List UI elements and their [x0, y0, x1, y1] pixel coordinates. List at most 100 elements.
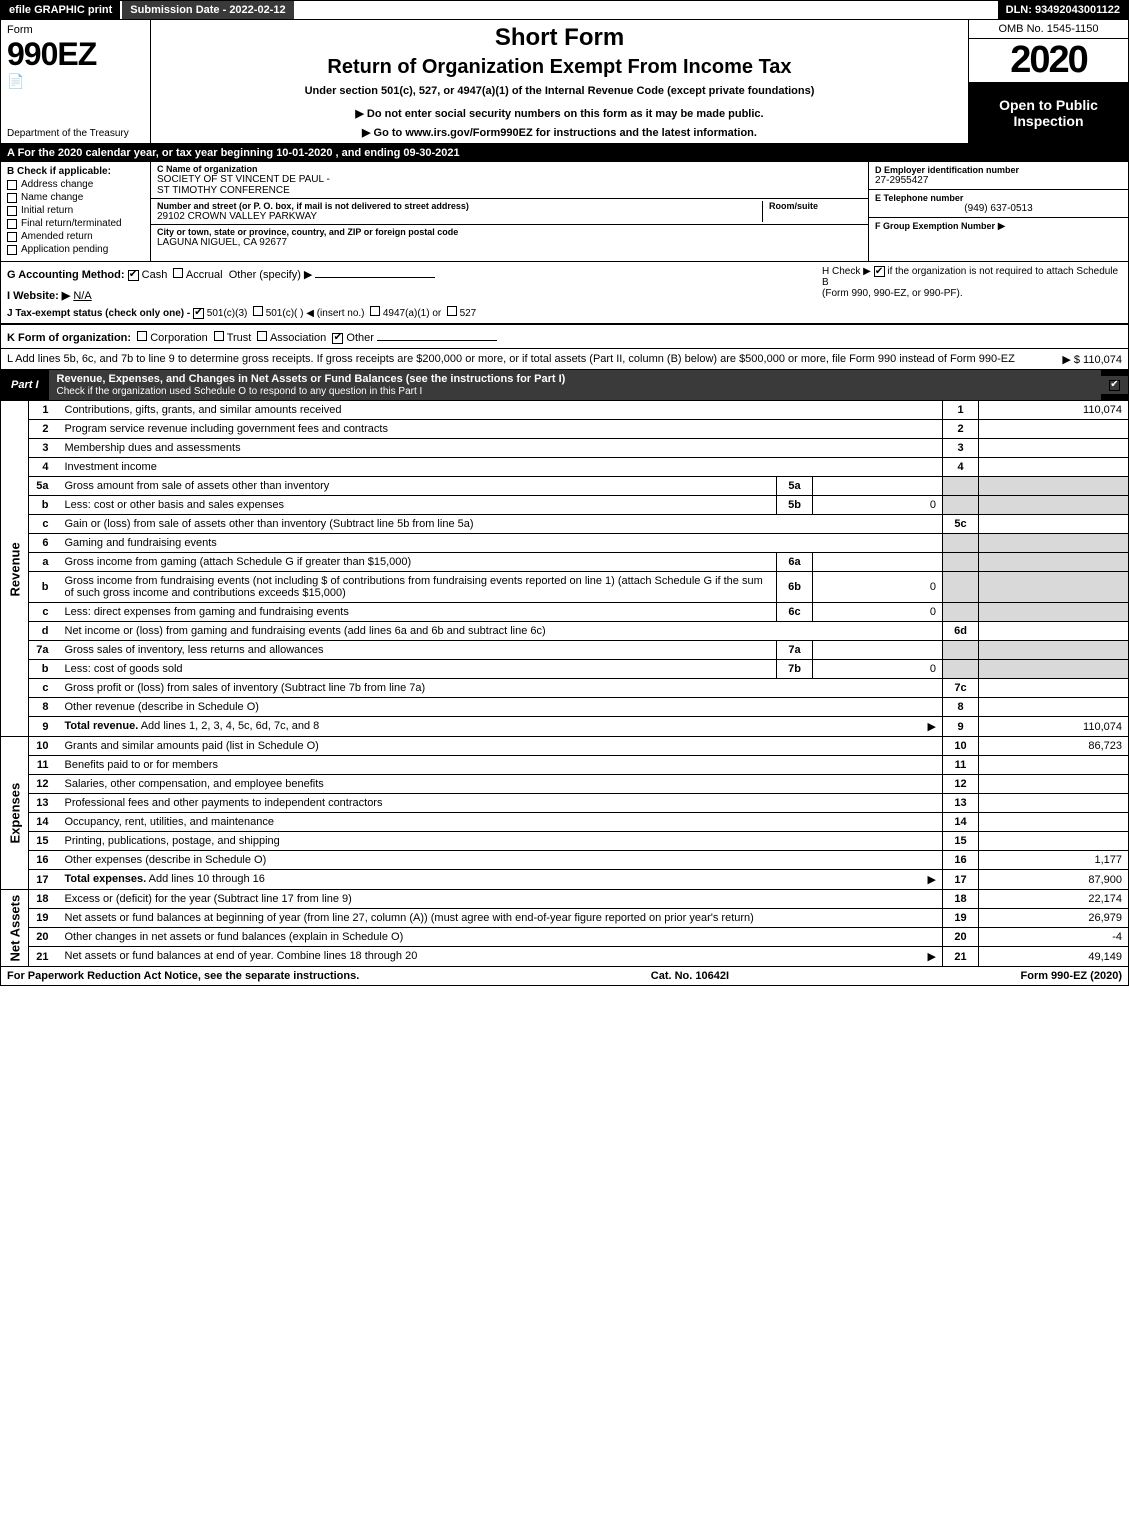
- line-value: [979, 756, 1129, 775]
- open-public-1: Open to Public: [999, 97, 1098, 113]
- sub-line-value: 0: [813, 603, 943, 622]
- line-desc: Grants and similar amounts paid (list in…: [59, 737, 943, 756]
- line-row: bGross income from fundraising events (n…: [1, 572, 1129, 603]
- line-box: 20: [943, 928, 979, 947]
- line-row: 20Other changes in net assets or fund ba…: [1, 928, 1129, 947]
- g-cash: Cash: [142, 269, 168, 281]
- part-1-header: Part I Revenue, Expenses, and Changes in…: [0, 370, 1129, 401]
- sub-line-value: 0: [813, 572, 943, 603]
- part-1-title: Revenue, Expenses, and Changes in Net As…: [49, 370, 1101, 400]
- revenue-table: Revenue1Contributions, gifts, grants, an…: [0, 401, 1129, 737]
- efile-print[interactable]: efile GRAPHIC print: [1, 1, 122, 19]
- line-number: 5a: [29, 477, 59, 496]
- part-1-title-text: Revenue, Expenses, and Changes in Net As…: [57, 373, 566, 385]
- line-value: -4: [979, 928, 1129, 947]
- line-value: [979, 775, 1129, 794]
- cb-name-change[interactable]: Name change: [7, 192, 144, 203]
- line-box: 21: [943, 947, 979, 967]
- line-value: 110,074: [979, 717, 1129, 737]
- line-desc: Total revenue. Add lines 1, 2, 3, 4, 5c,…: [59, 717, 943, 737]
- line-number: 1: [29, 401, 59, 420]
- line-desc: Other expenses (describe in Schedule O): [59, 851, 943, 870]
- sub-line-number: 5b: [777, 496, 813, 515]
- line-box: 8: [943, 698, 979, 717]
- line-box: 18: [943, 890, 979, 909]
- line-desc: Net income or (loss) from gaming and fun…: [59, 622, 943, 641]
- line-row: 19Net assets or fund balances at beginni…: [1, 909, 1129, 928]
- cb-accrual[interactable]: [173, 268, 183, 278]
- section-side-label: Expenses: [1, 737, 29, 890]
- cb-initial-return[interactable]: Initial return: [7, 205, 144, 216]
- line-value: 49,149: [979, 947, 1129, 967]
- sub-line-number: 7a: [777, 641, 813, 660]
- part-1-checkbox[interactable]: ✔: [1101, 376, 1128, 394]
- section-side-label: Net Assets: [1, 890, 29, 967]
- omb-number: OMB No. 1545-1150: [969, 20, 1128, 39]
- line-number: a: [29, 553, 59, 572]
- line-value: 86,723: [979, 737, 1129, 756]
- header-right: OMB No. 1545-1150 2020 Open to Public In…: [968, 20, 1128, 143]
- org-name-2: ST TIMOTHY CONFERENCE: [157, 185, 862, 196]
- line-desc: Membership dues and assessments: [59, 439, 943, 458]
- j-label: J Tax-exempt status (check only one) -: [7, 308, 190, 319]
- line-box: 10: [943, 737, 979, 756]
- cb-501c[interactable]: [253, 306, 263, 316]
- cb-assoc[interactable]: [257, 331, 267, 341]
- k-other-line[interactable]: [377, 329, 497, 341]
- footer-center: Cat. No. 10642I: [651, 970, 729, 982]
- cb-other-org[interactable]: ✔: [332, 333, 343, 344]
- cb-h[interactable]: ✔: [874, 266, 885, 277]
- line-number: 9: [29, 717, 59, 737]
- line-desc: Printing, publications, postage, and shi…: [59, 832, 943, 851]
- line-value: 87,900: [979, 870, 1129, 890]
- line-h: H Check ▶ ✔ if the organization is not r…: [822, 266, 1122, 299]
- k-corp: Corporation: [150, 332, 207, 344]
- line-desc: Gain or (loss) from sale of assets other…: [59, 515, 943, 534]
- cb-address-change[interactable]: Address change: [7, 179, 144, 190]
- line-box: 11: [943, 756, 979, 775]
- line-value: [979, 553, 1129, 572]
- cb-527[interactable]: [447, 306, 457, 316]
- line-number: 21: [29, 947, 59, 967]
- cb-amended-return[interactable]: Amended return: [7, 231, 144, 242]
- cb-4947[interactable]: [370, 306, 380, 316]
- cb-name-label: Name change: [21, 192, 83, 203]
- cb-final-return[interactable]: Final return/terminated: [7, 218, 144, 229]
- under-section: Under section 501(c), 527, or 4947(a)(1)…: [161, 85, 958, 97]
- g-other-line[interactable]: [315, 266, 435, 278]
- line-box: 7c: [943, 679, 979, 698]
- cb-501c3[interactable]: ✔: [193, 308, 204, 319]
- line-row: 4Investment income4: [1, 458, 1129, 477]
- sub-line-value: [813, 553, 943, 572]
- line-number: 17: [29, 870, 59, 890]
- line-desc: Gaming and fundraising events: [59, 534, 943, 553]
- line-box: 17: [943, 870, 979, 890]
- line-box: 3: [943, 439, 979, 458]
- line-value: [979, 477, 1129, 496]
- line-value: [979, 420, 1129, 439]
- line-row: cGain or (loss) from sale of assets othe…: [1, 515, 1129, 534]
- line-box: 16: [943, 851, 979, 870]
- cb-cash[interactable]: ✔: [128, 270, 139, 281]
- line-value: [979, 660, 1129, 679]
- dln: DLN: 93492043001122: [998, 1, 1128, 19]
- k-trust: Trust: [227, 332, 252, 344]
- line-desc: Less: cost of goods sold: [59, 660, 777, 679]
- cb-trust[interactable]: [214, 331, 224, 341]
- cb-application-pending[interactable]: Application pending: [7, 244, 144, 255]
- line-number: 7a: [29, 641, 59, 660]
- sub-line-number: 6c: [777, 603, 813, 622]
- pdf-icon: 📄: [7, 73, 144, 90]
- line-value: [979, 679, 1129, 698]
- city-value: LAGUNA NIGUEL, CA 92677: [157, 237, 862, 248]
- part-1-subtitle: Check if the organization used Schedule …: [57, 386, 423, 397]
- line-desc: Professional fees and other payments to …: [59, 794, 943, 813]
- line-number: 3: [29, 439, 59, 458]
- line-box: [943, 553, 979, 572]
- line-value: [979, 641, 1129, 660]
- line-box: 19: [943, 909, 979, 928]
- go-to-link[interactable]: ▶ Go to www.irs.gov/Form990EZ for instru…: [161, 126, 958, 139]
- line-value: [979, 439, 1129, 458]
- line-row: Expenses10Grants and similar amounts pai…: [1, 737, 1129, 756]
- cb-corp[interactable]: [137, 331, 147, 341]
